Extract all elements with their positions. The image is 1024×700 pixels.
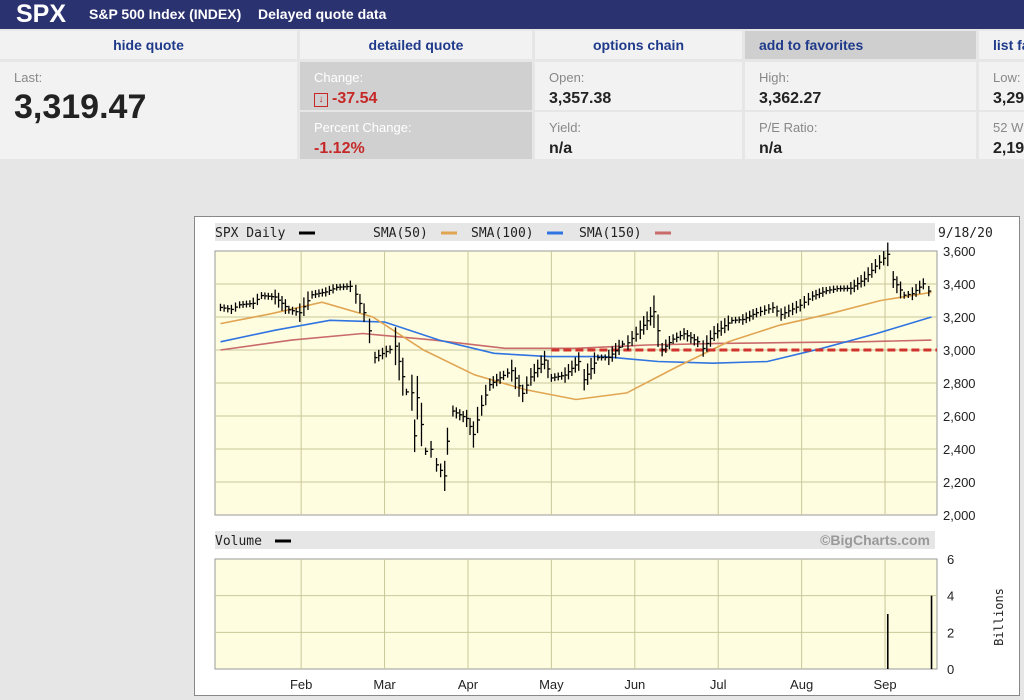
add-favorites-link[interactable]: add to favorites	[745, 31, 976, 59]
spx-price-bars	[219, 242, 932, 491]
month-tick-label: Aug	[790, 677, 813, 692]
month-tick-label: Sep	[873, 677, 896, 692]
legend-sma100: SMA(100)	[471, 226, 534, 241]
volume-legend-strip	[215, 531, 935, 549]
month-tick-label: May	[539, 677, 564, 692]
percent-change-value: -1.12%	[314, 140, 365, 157]
quote-header: SPX S&P 500 Index (INDEX) Delayed quote …	[0, 0, 1024, 29]
watermark: ©BigCharts.com	[820, 532, 930, 548]
symbol: SPX	[16, 0, 67, 28]
pe-label: P/E Ratio:	[759, 120, 818, 135]
price-tick-label: 2,800	[943, 376, 976, 391]
price-chart[interactable]: SPX Daily SMA(50) SMA(100) SMA(150) 9/18…	[194, 216, 1020, 696]
price-tick-label: 3,600	[943, 244, 976, 259]
month-axis: Feb Mar Apr May Jun Jul Aug Sep	[290, 677, 897, 692]
open-label: Open:	[549, 70, 585, 85]
high-cell: High: 3,362.27	[745, 62, 976, 110]
last-value: 3,319.47	[14, 88, 147, 126]
month-tick-label: Apr	[458, 677, 479, 692]
options-chain-link[interactable]: options chain	[535, 31, 742, 59]
percent-change-cell: Percent Change: -1.12%	[300, 112, 532, 159]
volume-tick-label: 2	[947, 625, 954, 640]
price-tick-label: 2,400	[943, 442, 976, 457]
last-label: Last:	[14, 70, 43, 85]
low-cell: Low: 3,29	[979, 62, 1024, 110]
index-name: S&P 500 Index (INDEX)	[89, 6, 242, 22]
change-cell: Change: ↓ -37.54	[300, 62, 532, 110]
open-value: 3,357.38	[549, 90, 612, 107]
quote-panel: Last: 3,319.47 Change: ↓ -37.54 Percent C…	[0, 60, 1024, 160]
quote-nav: hide quote detailed quote options chain …	[0, 29, 1024, 60]
yield-label: Yield:	[549, 120, 582, 135]
volume-grid	[215, 559, 937, 669]
low-value: 3,29	[993, 90, 1024, 107]
volume-bars	[886, 595, 933, 669]
volume-tick-label: 6	[947, 552, 954, 567]
price-tick-label: 3,200	[943, 310, 976, 325]
wk52-label: 52 W	[993, 120, 1024, 135]
price-axis: 3,600 3,400 3,200 3,000 2,800 2,600 2,400 2,200…	[943, 244, 976, 523]
percent-change-label: Percent Change:	[314, 120, 412, 135]
price-tick-label: 2,000	[943, 508, 976, 523]
volume-tick-label: 0	[947, 662, 954, 677]
sma150-line	[220, 332, 932, 351]
hide-quote-link[interactable]: hide quote	[0, 31, 297, 59]
delayed-note: Delayed quote data	[258, 6, 387, 22]
volume-unit: Billions	[992, 588, 1006, 646]
price-tick-label: 2,600	[943, 409, 976, 424]
open-cell: Open: 3,357.38	[535, 62, 742, 110]
month-tick-label: Feb	[290, 677, 312, 692]
yield-cell: Yield: n/a	[535, 112, 742, 159]
pe-value: n/a	[759, 140, 783, 157]
month-tick-label: Mar	[373, 677, 396, 692]
volume-tick-label: 4	[947, 589, 954, 604]
volume-plot-area	[214, 558, 938, 670]
wk52-cell: 52 W 2,19	[979, 112, 1024, 159]
price-tick-label: 3,400	[943, 277, 976, 292]
last-cell: Last: 3,319.47	[0, 62, 297, 159]
sma50-line	[220, 291, 932, 401]
list-link[interactable]: list fa	[979, 31, 1024, 59]
low-label: Low:	[993, 70, 1021, 85]
chart-legend-strip	[215, 223, 935, 241]
yield-value: n/a	[549, 140, 573, 157]
month-tick-label: Jun	[624, 677, 645, 692]
wk52-value: 2,19	[993, 140, 1024, 157]
volume-label: Volume	[215, 534, 262, 549]
legend-spx: SPX Daily	[215, 226, 286, 241]
legend-sma50: SMA(50)	[373, 226, 428, 241]
chart-svg: SPX Daily SMA(50) SMA(100) SMA(150) 9/18…	[214, 223, 1006, 692]
change-label: Change:	[314, 70, 364, 85]
high-label: High:	[759, 70, 790, 85]
volume-axis: 6 4 2 0	[947, 552, 954, 677]
detailed-quote-link[interactable]: detailed quote	[300, 31, 532, 59]
month-tick-label: Jul	[710, 677, 727, 692]
down-arrow-icon: ↓	[314, 93, 328, 107]
sma100-line	[220, 316, 932, 365]
change-value-wrap: ↓ -37.54	[314, 90, 377, 108]
chart-date: 9/18/20	[938, 226, 993, 241]
pe-cell: P/E Ratio: n/a	[745, 112, 976, 159]
high-value: 3,362.27	[759, 90, 822, 107]
price-tick-label: 2,200	[943, 475, 976, 490]
price-tick-label: 3,000	[943, 343, 976, 358]
legend-sma150: SMA(150)	[579, 226, 642, 241]
change-value: -37.54	[332, 90, 378, 107]
